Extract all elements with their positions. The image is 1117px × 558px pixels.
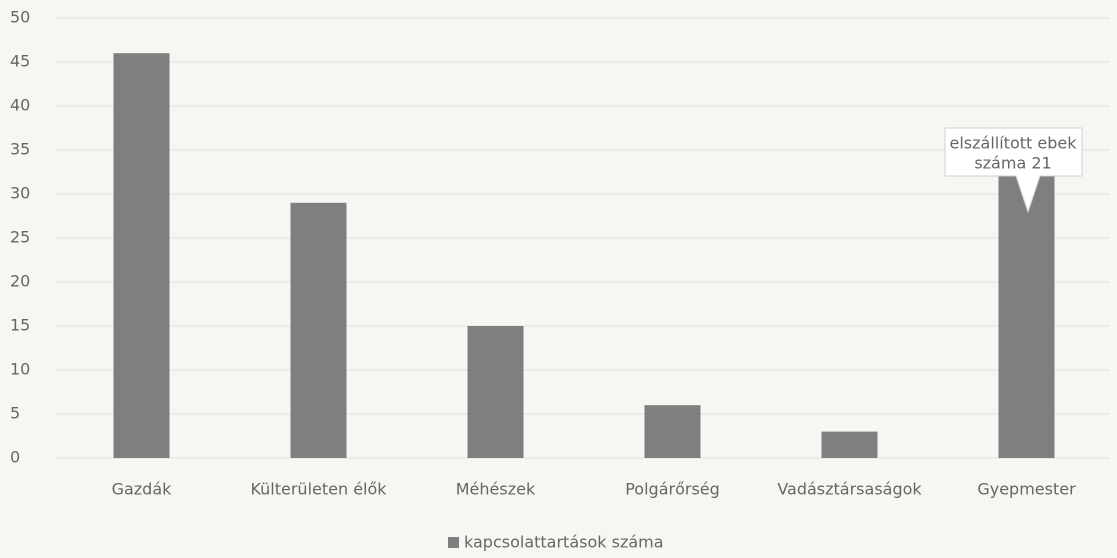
y-tick-label: 45 [10, 52, 30, 71]
bar [998, 176, 1055, 458]
bar [290, 202, 347, 458]
legend-label: kapcsolattartások száma [464, 533, 664, 552]
x-tick-label: Gyepmester [977, 480, 1076, 499]
callout-box [944, 127, 1083, 214]
bar [113, 53, 170, 458]
y-tick-label: 0 [10, 448, 20, 467]
y-tick-label: 5 [10, 404, 20, 423]
annotation-text: elszállított ebek [950, 134, 1078, 153]
legend-swatch [448, 537, 459, 548]
y-tick-label: 35 [10, 140, 30, 159]
x-tick-label: Gazdák [112, 480, 173, 499]
y-tick-label: 30 [10, 184, 30, 203]
y-tick-label: 15 [10, 316, 30, 335]
x-tick-label: Méhészek [456, 480, 536, 499]
bar [467, 326, 524, 458]
annotation-text: száma 21 [974, 154, 1051, 173]
bar [644, 405, 701, 458]
y-tick-label: 50 [10, 8, 30, 27]
y-tick-label: 10 [10, 360, 30, 379]
bar [821, 431, 878, 458]
y-tick-label: 25 [10, 228, 30, 247]
y-tick-label: 20 [10, 272, 30, 291]
callout: elszállított ebek száma 21 [944, 127, 1083, 214]
y-tick-label: 40 [10, 96, 30, 115]
x-tick-label: Külterületen élők [250, 480, 387, 499]
x-tick-label: Vadásztársaságok [777, 480, 922, 499]
x-tick-label: Polgárőrség [625, 480, 720, 499]
